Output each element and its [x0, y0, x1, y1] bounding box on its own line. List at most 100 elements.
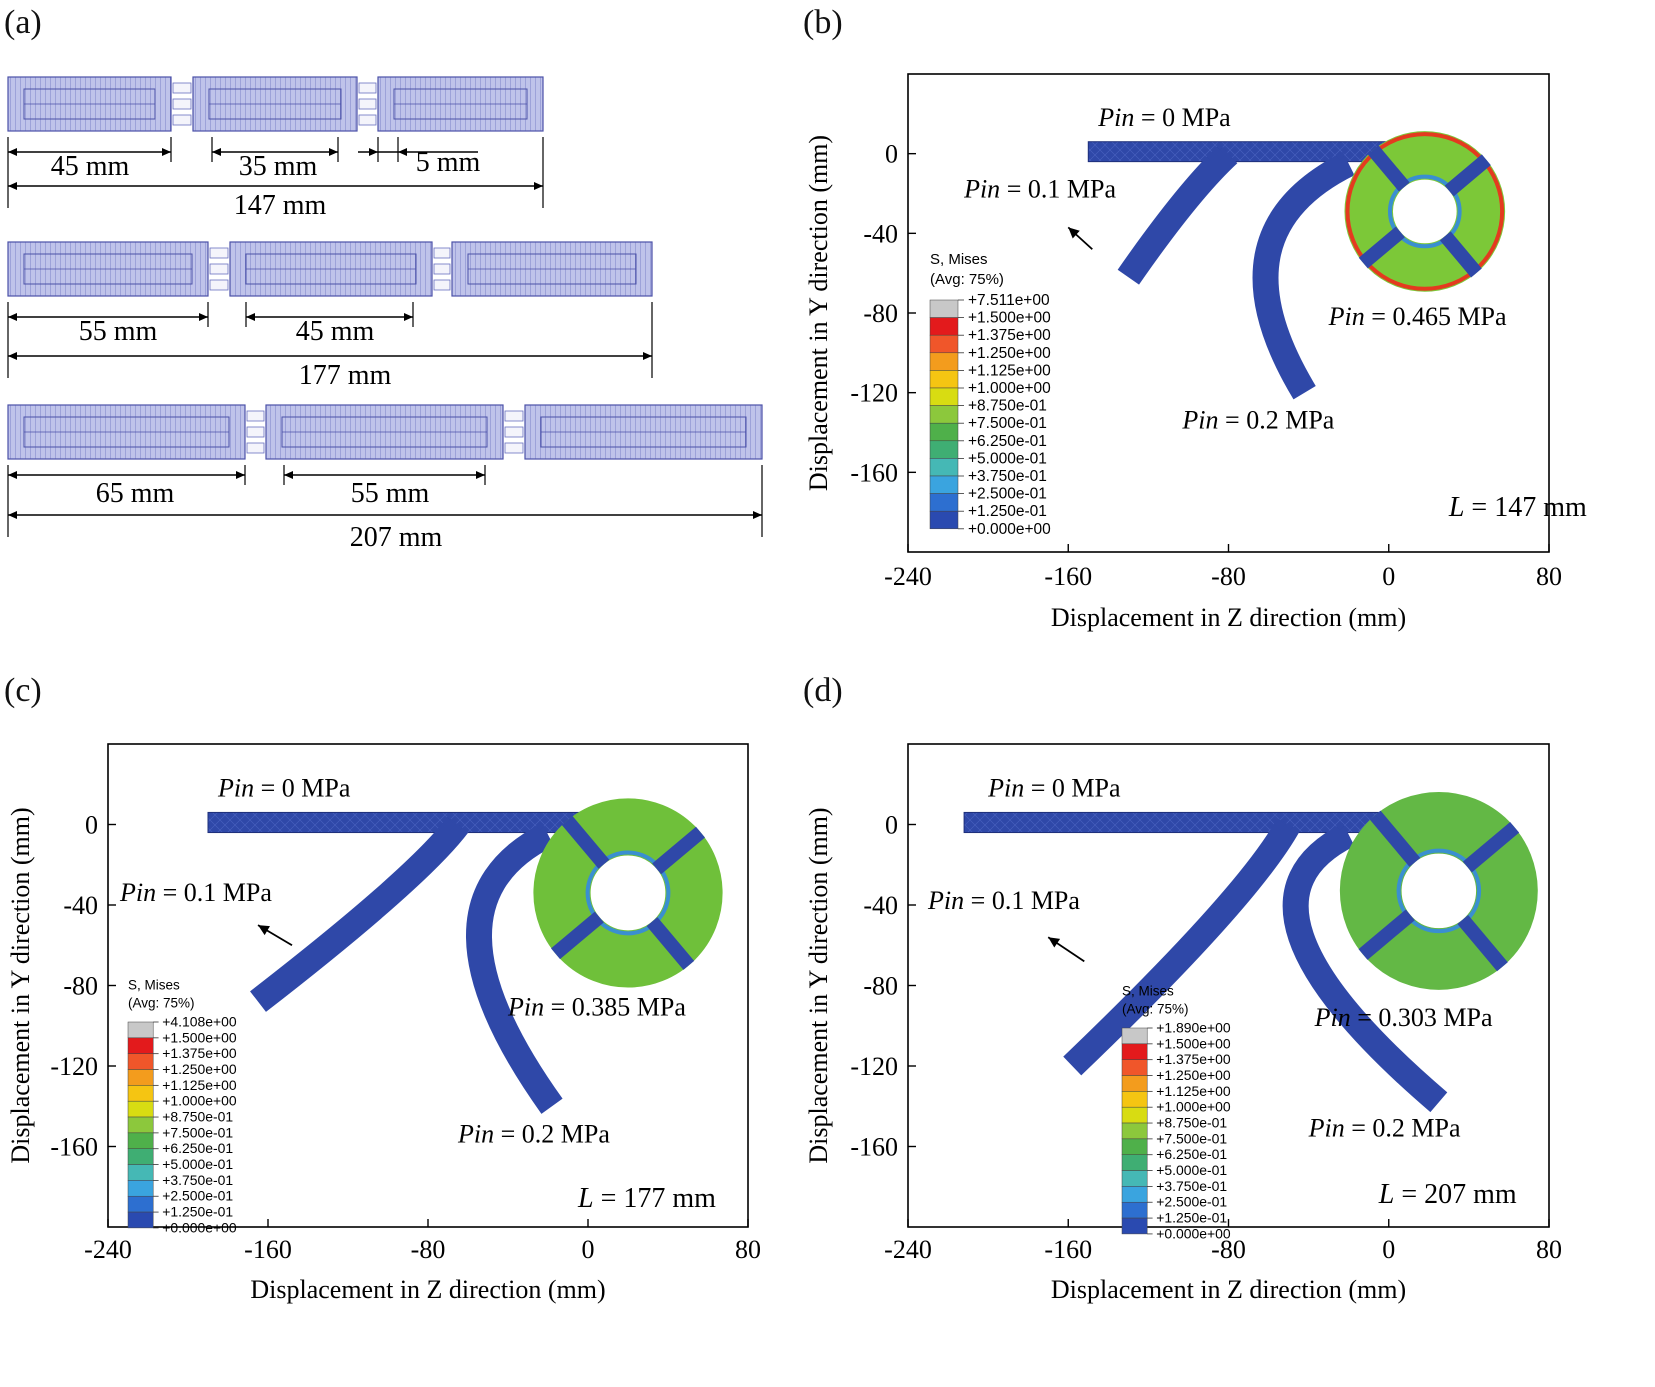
legend-color-band: [1121, 1091, 1148, 1108]
legend-title: S, Mises: [128, 978, 180, 993]
legend-color-band: [929, 299, 959, 318]
legend-subtitle: (Avg: 75%): [128, 996, 195, 1011]
legend-value: +7.500e-01: [162, 1124, 233, 1140]
pin-value: 0 MPa: [282, 773, 351, 802]
pin-symbol: Pin: [507, 993, 544, 1022]
legend-color-band: [929, 475, 959, 494]
legend-color-band: [929, 352, 959, 371]
legend-color-band: [127, 1069, 154, 1086]
pin-symbol: Pin: [1181, 406, 1218, 435]
total-length-label: 177 mm: [299, 360, 392, 391]
legend-color-band: [1121, 1201, 1148, 1219]
legend-subtitle: (Avg: 75%): [1122, 1002, 1189, 1017]
ring-joint-top: [652, 826, 705, 875]
dimension-1-arrow-right: [476, 471, 485, 479]
legend-value: +3.750e-01: [968, 468, 1047, 485]
legend-color-band: [1121, 1027, 1148, 1045]
ring-joint-top: [1444, 154, 1491, 197]
ring-joint-right: [1439, 231, 1482, 278]
legend-color-band: [1121, 1154, 1148, 1171]
pin-symbol: Pin: [1328, 302, 1365, 331]
legend-value: +0.000e+00: [162, 1219, 237, 1235]
actuator-ring-max-pressure: [1339, 791, 1538, 990]
legend-value: +6.250e-01: [968, 433, 1047, 450]
legend-value: +1.250e+00: [1156, 1067, 1231, 1083]
legend-color-band: [929, 370, 959, 389]
actuator-row-1: 55 mm 45 mm 177 mm: [7, 241, 653, 391]
joint-link: [358, 82, 377, 94]
y-axis-label: Displacement in Y direction (mm): [804, 807, 833, 1163]
ring-inner-edge: [585, 850, 671, 936]
dimension-0-arrow-right: [236, 471, 245, 479]
pin-equals: =: [1365, 302, 1393, 331]
y-tick-label: -160: [850, 1133, 898, 1162]
legend-value: +1.125e+00: [162, 1077, 237, 1093]
x-tick-label: -160: [1044, 1235, 1092, 1264]
legend-value: +7.511e+00: [968, 292, 1050, 309]
dimension-0-arrow-right: [199, 313, 208, 321]
label-pin-max: Pin = 0.465 MPa: [1328, 302, 1507, 331]
panel-label-d: (d): [803, 672, 843, 709]
legend-value: +0.000e+00: [1156, 1225, 1231, 1241]
pin-value: 0.1 MPa: [992, 886, 1081, 915]
legend-color-band: [929, 387, 959, 406]
legend-color-band: [929, 422, 959, 442]
pin-value: 0 MPa: [1162, 103, 1231, 132]
actuator-curved-pin-0-2: [1252, 151, 1355, 400]
legend-color-band: [1121, 1059, 1148, 1076]
dimension-label: 35 mm: [239, 151, 318, 182]
label-pin-0: Pin = 0 MPa: [217, 773, 351, 802]
actuator-curved-pin-0-2: [466, 822, 563, 1114]
legend-color-band: [127, 1037, 154, 1054]
pin-value: 0.2 MPa: [522, 1119, 611, 1148]
label-pin-max: Pin = 0.385 MPa: [507, 993, 686, 1022]
actuator-curved-pin-0-1: [1063, 818, 1300, 1076]
pin-value: 0.465 MPa: [1392, 302, 1507, 331]
pin-equals: =: [1134, 103, 1162, 132]
pin-symbol: Pin: [217, 773, 254, 802]
legend-value: +6.250e-01: [1156, 1146, 1227, 1162]
total-length-label: 147 mm: [234, 190, 327, 221]
ring-joint-bottom: [1358, 909, 1415, 960]
legend-color-band: [127, 1100, 154, 1118]
stress-legend: S, Mises(Avg: 75%)+1.890e+00+1.500e+00+1…: [1121, 984, 1231, 1241]
legend-value: +3.750e-01: [1156, 1178, 1227, 1194]
joint-link: [209, 263, 229, 275]
length-value: = 207 mm: [1394, 1179, 1517, 1210]
x-axis-label: Displacement in Z direction (mm): [1051, 603, 1406, 632]
length-value: = 177 mm: [594, 1183, 717, 1214]
dimension-1-arrow-left: [212, 148, 221, 156]
x-axis-label: Displacement in Z direction (mm): [250, 1275, 605, 1304]
pin-equals: =: [1351, 1003, 1379, 1032]
joint-link: [433, 263, 451, 275]
legend-value: +1.250e+00: [162, 1061, 237, 1077]
pin-value: 0.303 MPa: [1378, 1003, 1493, 1032]
legend-color-band: [1121, 1043, 1148, 1060]
legend-color-band: [127, 1116, 154, 1134]
actuator-ring-max-pressure: [1344, 131, 1506, 292]
joint-link: [433, 247, 451, 259]
x-tick-label: 80: [735, 1235, 761, 1264]
legend-color-band: [127, 1148, 154, 1165]
x-tick-label: 0: [1382, 1235, 1395, 1264]
legend-color-band: [127, 1195, 154, 1213]
ring-joint-left: [1369, 810, 1421, 867]
legend-color-band: [1121, 1170, 1148, 1187]
total-dimension-arrow-right: [534, 182, 543, 190]
legend-value: +5.000e-01: [968, 450, 1047, 467]
y-tick-label: 0: [885, 811, 898, 840]
y-tick-label: -120: [850, 379, 898, 408]
legend-value: +1.250e-01: [1156, 1210, 1227, 1226]
joint-link: [504, 410, 524, 422]
legend-value: +6.250e-01: [162, 1140, 233, 1156]
pin-value: 0.1 MPa: [1028, 174, 1117, 203]
pin-equals: =: [494, 1119, 522, 1148]
pin-value: 0.385 MPa: [572, 993, 687, 1022]
y-tick-label: -40: [63, 891, 98, 920]
legend-value: +1.000e+00: [162, 1093, 237, 1109]
legend-value: +1.500e+00: [968, 310, 1051, 327]
length-symbol: L: [1448, 492, 1465, 523]
joint-link: [209, 279, 229, 291]
pin-equals: =: [1345, 1113, 1373, 1142]
